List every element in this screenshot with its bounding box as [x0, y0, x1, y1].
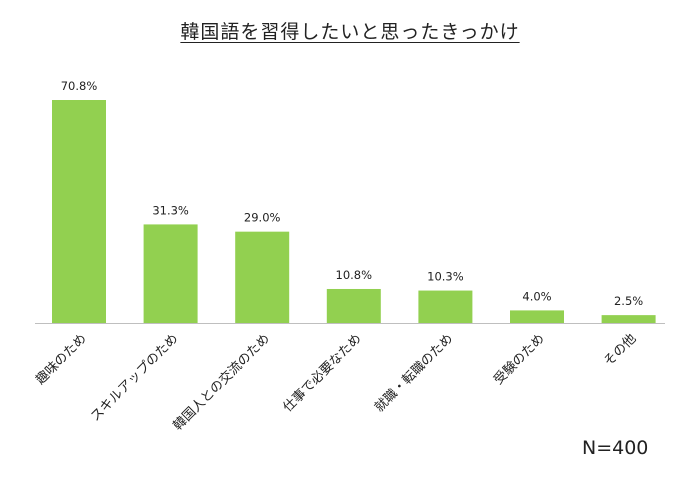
category-label-6: 受験のため	[491, 331, 548, 388]
chart-title-text: 韓国語を習得したいと思ったきっかけ	[180, 21, 520, 43]
data-label-5: 10.3%	[427, 270, 464, 284]
category-label-7: その他	[601, 331, 639, 369]
category-label-4: 仕事で必要なため	[280, 331, 364, 415]
data-label-2: 31.3%	[152, 203, 189, 217]
data-label-7: 2.5%	[614, 294, 643, 308]
bar-1	[52, 100, 106, 323]
category-label-5: 就職・転職のため	[372, 331, 456, 415]
sample-size-label: N=400	[582, 437, 649, 459]
bar-7	[601, 315, 656, 323]
bar-6	[510, 310, 564, 323]
chart-title: 韓国語を習得したいと思ったきっかけ	[0, 17, 700, 44]
bar-3	[235, 231, 290, 323]
category-label-3: 韓国人との交流のため	[170, 331, 273, 434]
category-label-1: 趣味のため	[33, 331, 90, 388]
data-label-3: 29.0%	[244, 211, 281, 225]
category-label-2: スキルアップのため	[88, 331, 181, 424]
data-label-1: 70.8%	[61, 79, 98, 93]
data-label-4: 10.8%	[336, 268, 373, 282]
bar-2	[143, 224, 198, 323]
bar-5	[418, 290, 473, 323]
bar-4	[326, 288, 381, 323]
data-label-6: 4.0%	[522, 289, 551, 303]
